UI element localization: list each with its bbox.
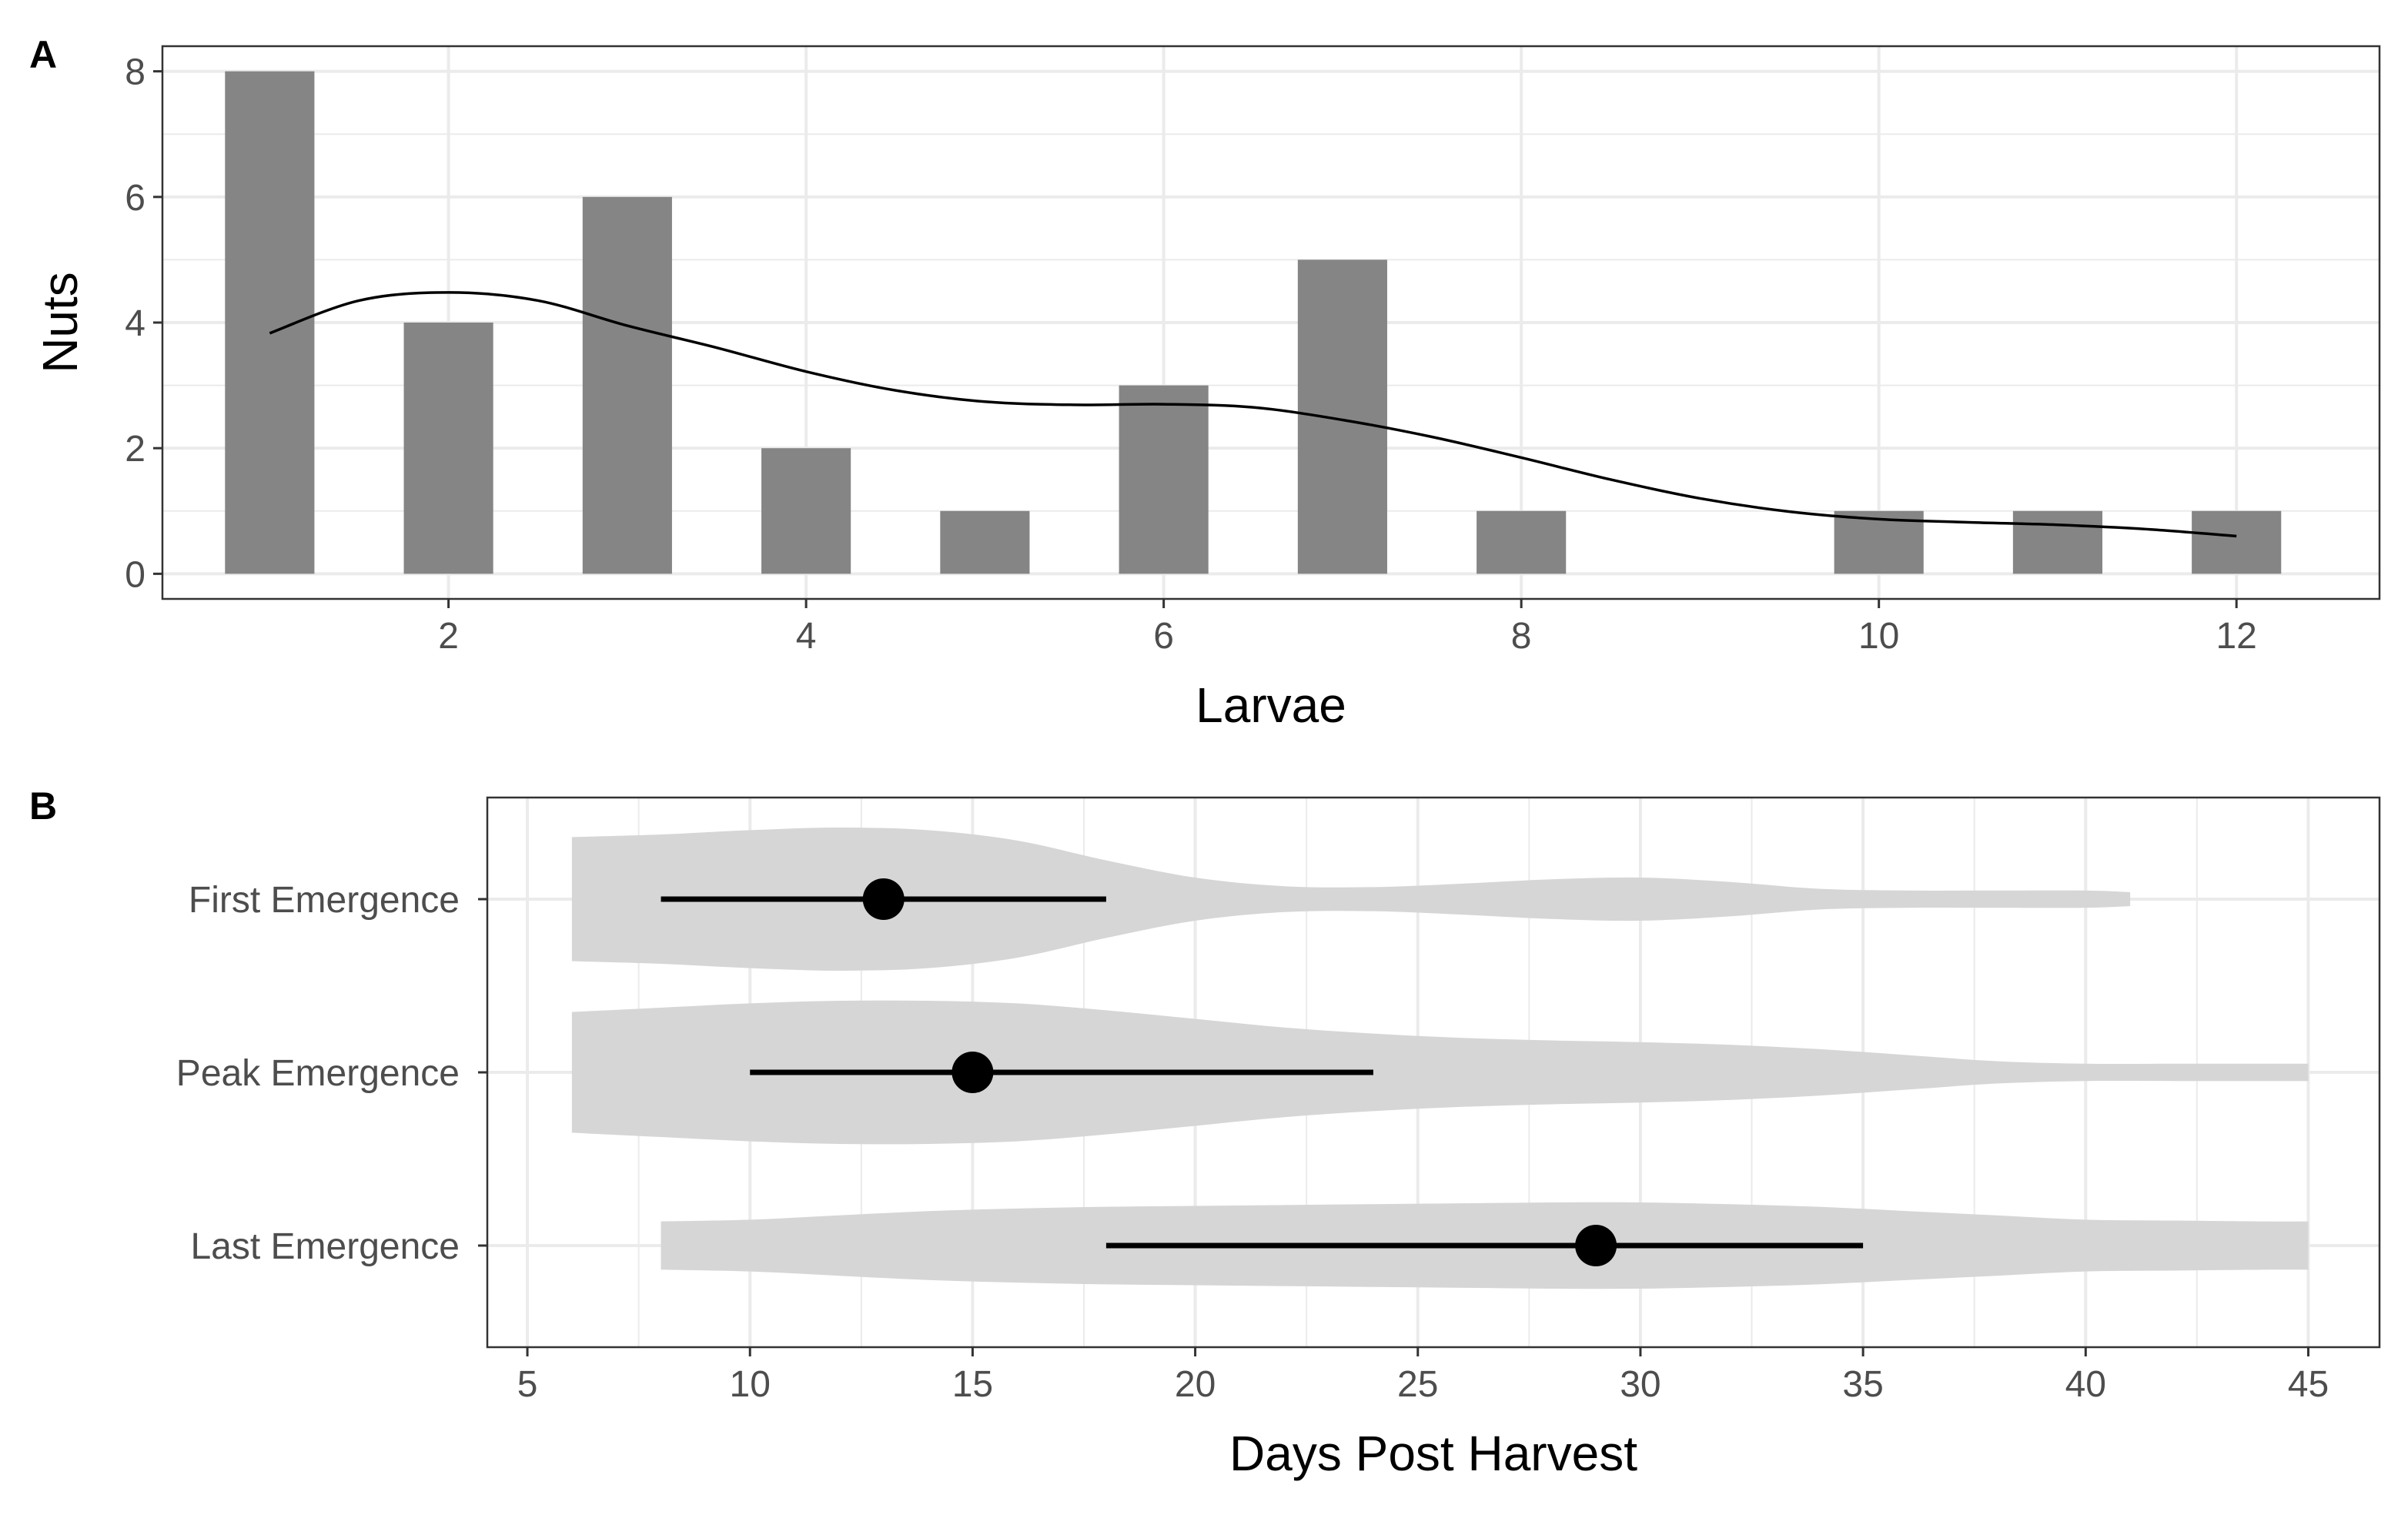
x-tick-label: 5 [517, 1364, 538, 1405]
y-tick-label: 0 [125, 554, 145, 595]
y-tick-label: 2 [125, 429, 145, 470]
panel-a-chart: 0 2 4 6 8 2 4 6 8 10 12 [125, 45, 2381, 657]
violin [571, 828, 2131, 971]
x-tick-label: 15 [952, 1364, 993, 1405]
y-tick-label: Last Emergence [190, 1226, 460, 1267]
bar [2012, 510, 2102, 574]
x-tick-label: 2 [438, 616, 459, 657]
panel-a-label: A [29, 33, 57, 76]
bar [940, 510, 1030, 574]
median-point [1575, 1225, 1617, 1266]
y-tick-label: 6 [125, 178, 145, 219]
bar [761, 448, 851, 574]
x-tick-label: 12 [2216, 616, 2256, 657]
panel-b-xlabel: Days Post Harvest [1229, 1426, 1637, 1481]
panel-b-label: B [29, 784, 57, 828]
median-point [951, 1052, 994, 1093]
panel-a-ylabel: Nuts [32, 272, 88, 373]
panel-a-xlabel: Larvae [1196, 677, 1346, 733]
bar [2192, 510, 2282, 574]
bar [1119, 385, 1209, 574]
x-tick-label: 10 [730, 1364, 771, 1405]
y-tick-label: Peak Emergence [176, 1053, 460, 1094]
x-tick-label: 25 [1397, 1364, 1438, 1405]
x-tick-label: 40 [2065, 1364, 2106, 1405]
x-tick-label: 10 [1858, 616, 1899, 657]
violin [571, 1000, 2309, 1145]
x-tick-label: 6 [1153, 616, 1174, 657]
y-tick-label: 4 [125, 303, 145, 344]
x-tick-label: 45 [2288, 1364, 2329, 1405]
x-tick-label: 35 [1842, 1364, 1883, 1405]
bar [403, 323, 493, 574]
y-tick-label: First Emergence [189, 880, 460, 921]
x-tick-label: 8 [1511, 616, 1532, 657]
smooth-density-line [269, 291, 2237, 538]
x-tick-label: 4 [796, 616, 817, 657]
y-tick-label: 8 [125, 52, 145, 93]
x-tick-label: 30 [1620, 1364, 1661, 1405]
bar [225, 71, 315, 574]
x-tick-label: 20 [1175, 1364, 1216, 1405]
median-point [862, 878, 905, 920]
bar [582, 196, 672, 574]
panel-b-chart: First Emergence Peak Emergence Last Emerge… [176, 796, 2381, 1405]
bar [1297, 259, 1387, 574]
bar [1477, 510, 1567, 574]
